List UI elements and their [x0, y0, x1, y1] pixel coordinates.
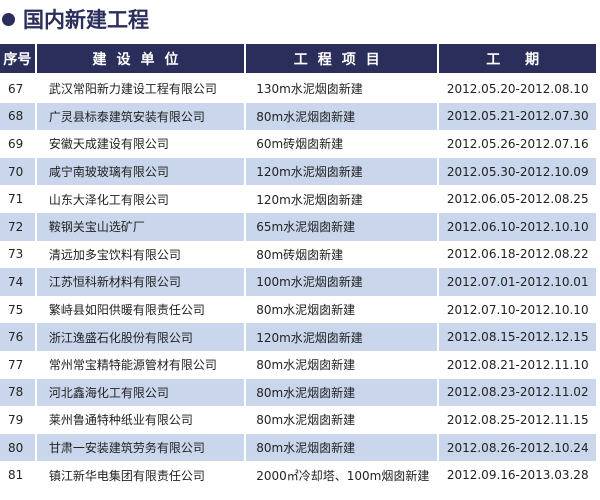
projects-table: 序号 建设单位 工程项目 工 期 67 武汉常阳新力建设工程有限公司 130m水泥烟… — [0, 44, 598, 489]
cell-period: 2012.09.16-2013.03.28 — [446, 468, 589, 483]
cell-unit: 清远加多宝饮料有限公司 — [48, 247, 181, 262]
cell-project: 120m水泥烟囱新建 — [246, 323, 438, 351]
cell-project: 120m水泥烟囱新建 — [246, 157, 438, 186]
cell-unit: 鞍钢关宝山选矿厂 — [36, 212, 245, 241]
table-row: 75 繁峙县如阳供暖有限责任公司 80m水泥烟囱新建 2012.07.10-2012.… — [0, 296, 596, 324]
table-row: 77 常州常宝精特能源管材有限公司 80m水泥烟囱新建 2012.08.21-2012… — [0, 351, 596, 379]
cell-period: 2012.05.26-2012.07.16 — [446, 136, 589, 151]
cell-period: 2012.07.01-2012.10.01 — [439, 268, 596, 296]
cell-unit: 甘肃一安装建筑劳务有限公司 — [36, 433, 245, 462]
cell-unit: 咸宁南玻玻璃有限公司 — [36, 157, 245, 186]
cell-no: 71 — [8, 192, 24, 207]
section-title-text: 国内新建工程 — [23, 8, 149, 32]
cell-no: 78 — [0, 378, 35, 407]
cell-unit: 安徽天成建设有限公司 — [48, 137, 169, 152]
cell-project: 100m水泥烟囱新建 — [246, 268, 438, 296]
cell-period: 2012.06.10-2012.10.10 — [439, 212, 596, 241]
table-row: 76 浙江逸盛石化股份有限公司 120m水泥烟囱新建 2012.08.15-2012.… — [0, 323, 596, 351]
cell-project: 80m水泥烟囱新建 — [256, 413, 356, 428]
cell-no: 74 — [0, 268, 35, 296]
table-row: 71 山东大泽化工有限公司 120m水泥烟囱新建 2012.06.05-2012.08… — [0, 185, 596, 213]
cell-project: 60m砖烟囱新建 — [256, 137, 344, 152]
cell-unit: 浙江逸盛石化股份有限公司 — [36, 323, 245, 351]
table-row: 69 安徽天成建设有限公司 60m砖烟囱新建 2012.05.26-2012.07.1… — [0, 130, 596, 158]
bullet-icon — [2, 12, 15, 26]
cell-project: 120m水泥烟囱新建 — [256, 192, 363, 207]
header-no: 序号 — [0, 44, 35, 73]
header-unit: 建设单位 — [36, 44, 245, 73]
cell-project: 80m水泥烟囱新建 — [256, 303, 356, 318]
table-row: 80 甘肃一安装建筑劳务有限公司 80m水泥烟囱新建 2012.08.26-2012.… — [0, 433, 596, 462]
cell-unit: 繁峙县如阳供暖有限责任公司 — [48, 303, 205, 318]
cell-no: 75 — [8, 302, 24, 317]
cell-project: 80m水泥烟囱新建 — [246, 378, 438, 407]
table-row: 67 武汉常阳新力建设工程有限公司 130m水泥烟囱新建 2012.05.20-201… — [0, 75, 596, 103]
table-row: 72 鞍钢关宝山选矿厂 65m水泥烟囱新建 2012.06.10-2012.10.10 — [0, 212, 596, 241]
cell-unit: 常州常宝精特能源管材有限公司 — [48, 358, 217, 373]
cell-no: 81 — [8, 468, 24, 483]
cell-no: 73 — [8, 247, 24, 262]
cell-period: 2012.05.20-2012.08.10 — [446, 81, 589, 96]
header-project: 工程项目 — [246, 44, 438, 73]
cell-period: 2012.08.23-2012.11.02 — [439, 378, 596, 407]
cell-period: 2012.08.15-2012.12.15 — [439, 323, 596, 351]
table-row: 81 镇江新华电集团有限责任公司 2000㎡冷却塔、100m烟囱新建 2012.09.… — [0, 461, 596, 489]
cell-project: 80m水泥烟囱新建 — [256, 358, 356, 373]
cell-unit: 山东大泽化工有限公司 — [48, 192, 169, 207]
cell-no: 76 — [0, 323, 35, 351]
cell-unit: 镇江新华电集团有限责任公司 — [48, 468, 205, 483]
table-row: 70 咸宁南玻玻璃有限公司 120m水泥烟囱新建 2012.05.30-2012.10… — [0, 157, 596, 186]
section-title: 国内新建工程 — [2, 2, 149, 36]
cell-project: 80m砖烟囱新建 — [256, 247, 344, 262]
cell-no: 69 — [8, 136, 24, 151]
cell-unit: 武汉常阳新力建设工程有限公司 — [48, 82, 217, 97]
cell-project: 80m水泥烟囱新建 — [246, 102, 438, 131]
cell-period: 2012.07.10-2012.10.10 — [446, 302, 589, 317]
cell-period: 2012.08.25-2012.11.15 — [446, 412, 589, 427]
table-row: 74 江苏恒科新材料有限公司 100m水泥烟囱新建 2012.07.01-2012.1… — [0, 268, 596, 296]
cell-no: 77 — [8, 357, 24, 372]
cell-no: 72 — [0, 212, 35, 241]
cell-unit: 河北鑫海化工有限公司 — [36, 378, 245, 407]
cell-no: 67 — [8, 81, 24, 96]
cell-no: 68 — [0, 102, 35, 131]
cell-unit: 莱州鲁通特种纸业有限公司 — [48, 413, 193, 428]
cell-unit: 江苏恒科新材料有限公司 — [36, 268, 245, 296]
cell-project: 2000㎡冷却塔、100m烟囱新建 — [256, 468, 430, 483]
cell-project: 65m水泥烟囱新建 — [246, 212, 438, 241]
table-row: 68 广灵县标泰建筑安装有限公司 80m水泥烟囱新建 2012.05.21-2012.… — [0, 102, 596, 131]
cell-period: 2012.06.05-2012.08.25 — [446, 192, 589, 207]
table-row: 78 河北鑫海化工有限公司 80m水泥烟囱新建 2012.08.23-2012.11.… — [0, 378, 596, 407]
table-row: 79 莱州鲁通特种纸业有限公司 80m水泥烟囱新建 2012.08.25-2012.1… — [0, 406, 596, 434]
table-header: 序号 建设单位 工程项目 工 期 — [0, 44, 596, 73]
cell-period: 2012.06.18-2012.08.22 — [446, 247, 589, 262]
cell-project: 80m水泥烟囱新建 — [246, 433, 438, 462]
cell-project: 130m水泥烟囱新建 — [256, 82, 363, 97]
table-row: 73 清远加多宝饮料有限公司 80m砖烟囱新建 2012.06.18-2012.08.… — [0, 241, 596, 269]
cell-period: 2012.08.21-2012.11.10 — [446, 357, 589, 372]
cell-no: 79 — [8, 412, 24, 427]
cell-unit: 广灵县标泰建筑安装有限公司 — [36, 102, 245, 131]
cell-period: 2012.08.26-2012.10.24 — [439, 433, 596, 462]
cell-period: 2012.05.30-2012.10.09 — [439, 157, 596, 186]
header-period: 工 期 — [439, 44, 596, 73]
cell-no: 70 — [0, 157, 35, 186]
cell-no: 80 — [0, 433, 35, 462]
cell-period: 2012.05.21-2012.07.30 — [439, 102, 596, 131]
